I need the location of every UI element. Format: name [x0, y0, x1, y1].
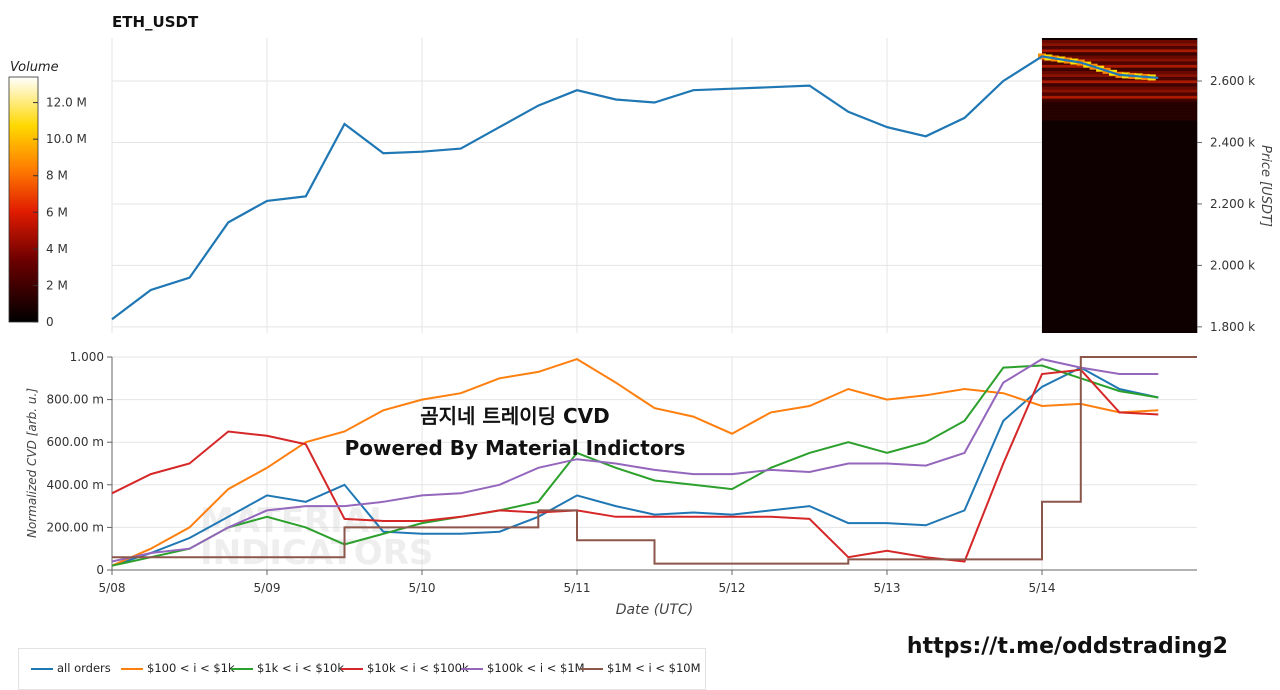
price-plot-area	[112, 38, 1197, 333]
legend-label: $100 < i < $1k	[147, 661, 235, 675]
legend-item[interactable]: $10k < i < $100k	[341, 661, 469, 675]
colorbar-tick-label: 10.0 M	[46, 132, 87, 146]
cvd-series-line	[111, 368, 1159, 563]
legend-item[interactable]: $1M < i < $10M	[581, 661, 701, 675]
cvd-series-line	[111, 366, 1159, 567]
cvd-x-tick-label: 5/13	[874, 581, 901, 595]
legend-item[interactable]: $100k < i < $1M	[461, 661, 585, 675]
cvd-x-tick-label: 5/12	[719, 581, 746, 595]
cvd-series-line	[111, 358, 1159, 567]
legend-swatch	[121, 667, 143, 670]
cvd-series-line	[112, 356, 1197, 565]
colorbar-tick-label: 4 M	[46, 242, 68, 256]
legend-swatch	[231, 667, 253, 670]
price-series-line	[111, 55, 1159, 321]
watermark-line: INDICATORS	[200, 533, 433, 573]
volume-heatmap-band	[1042, 108, 1197, 112]
price-tick-label: 2.000 k	[1210, 258, 1255, 272]
overlay-subtitle: Powered By Material Indictors	[344, 436, 686, 460]
chart-legend: all orders $100 < i < $1k $1k < i < $10k $1…	[18, 648, 706, 690]
volume-heatmap-band	[1042, 43, 1197, 47]
legend-swatch	[581, 667, 603, 670]
volume-heatmap-band	[1042, 40, 1197, 43]
cvd-series-line	[111, 358, 1159, 563]
legend-item[interactable]: all orders	[31, 661, 111, 675]
volume-heatmap-band	[1042, 117, 1197, 121]
volume-heatmap-band	[1042, 98, 1197, 102]
colorbar-tick-label: 0	[46, 315, 54, 329]
cvd-y-tick-label: 600.00 m	[47, 435, 105, 449]
volume-heatmap-band	[1042, 114, 1197, 118]
cvd-y-tick-label: 200.00 m	[47, 520, 105, 534]
volume-heatmap-band	[1042, 95, 1197, 99]
cvd-y-tick-label: 1.000	[70, 350, 104, 364]
volume-heatmap-band	[1042, 92, 1197, 96]
volume-heatmap-band	[1042, 77, 1197, 81]
price-tick-label: 2.600 k	[1210, 74, 1255, 88]
volume-heatmap-band	[1042, 89, 1197, 93]
cvd-series-line	[111, 364, 1159, 567]
legend-item[interactable]: $100 < i < $1k	[121, 661, 235, 675]
volume-heatmap-band	[1042, 67, 1197, 71]
cvd-x-tick-label: 5/11	[564, 581, 591, 595]
volume-heatmap-band	[1042, 111, 1197, 115]
legend-label: $1M < i < $10M	[607, 661, 701, 675]
price-panel: 1.800 k 2.000 k 2.200 k 2.400 k 2.600 k ETH_U…	[111, 13, 1273, 334]
volume-heatmap-band	[1042, 102, 1197, 105]
volume-heatmap-band	[1042, 49, 1197, 53]
cvd-x-tick-label: 5/10	[409, 581, 436, 595]
material-indicators-watermark: MATERIAL INDICATORS	[200, 501, 433, 573]
volume-heatmap-band	[1042, 80, 1197, 84]
colorbar-tick-label: 6 M	[46, 205, 68, 219]
overlay-title: 곰지네 트레이딩 CVD	[420, 404, 610, 428]
colorbar-title: Volume	[10, 60, 59, 75]
colorbar-tick-label: 12.0 M	[46, 96, 87, 110]
price-tick-label: 2.400 k	[1210, 135, 1255, 149]
legend-label: $100k < i < $1M	[487, 661, 585, 675]
cvd-panel: 5/08 5/09 5/10 5/11 5/12 5/13 5/14 0 200.00 m 400…	[25, 350, 1197, 618]
cvd-y-tick-label: 400.00 m	[47, 478, 105, 492]
price-tick-label: 1.800 k	[1210, 320, 1255, 334]
colorbar-strip	[8, 76, 39, 323]
volume-heatmap-band	[1042, 105, 1197, 109]
legend-label: $1k < i < $10k	[257, 661, 344, 675]
volume-heatmap-band	[1042, 64, 1197, 68]
legend-swatch	[461, 667, 483, 670]
cvd-x-tick-label: 5/09	[254, 581, 281, 595]
volume-heatmap-band	[1042, 61, 1197, 65]
colorbar-tick-label: 2 M	[46, 278, 68, 292]
volume-heatmap-band	[1042, 86, 1197, 90]
cvd-x-axis-label: Date (UTC)	[616, 602, 693, 618]
cvd-x-tick-label: 5/08	[99, 581, 126, 595]
price-axis-label: Price [USDT]	[1258, 145, 1273, 227]
volume-heatmap-band	[1042, 55, 1197, 59]
volume-heatmap-band	[1042, 46, 1197, 50]
price-chart-title: ETH_USDT	[112, 13, 199, 31]
volume-heatmap-band	[1042, 83, 1197, 87]
legend-label: $10k < i < $100k	[367, 661, 469, 675]
cvd-plot-area	[112, 357, 1197, 570]
cvd-y-axis-label: Normalized CVD [arb. u.]	[25, 388, 39, 538]
cvd-y-tick-label: 0	[96, 563, 104, 577]
volume-heatmap-band	[1042, 58, 1197, 62]
legend-swatch	[31, 667, 53, 670]
cvd-y-tick-label: 800.00 m	[47, 393, 105, 407]
legend-label: all orders	[57, 661, 111, 675]
cvd-x-tick-label: 5/14	[1029, 581, 1056, 595]
volume-colorbar: Volume 0 2 M 4 M 6 M 8 M 10.0 M 12.0 M	[8, 60, 87, 329]
colorbar-tick-label: 8 M	[46, 169, 68, 183]
price-tick-label: 2.200 k	[1210, 197, 1255, 211]
legend-item[interactable]: $1k < i < $10k	[231, 661, 344, 675]
volume-heatmap-band	[1042, 52, 1197, 56]
legend-swatch	[341, 667, 363, 670]
telegram-url[interactable]: https://t.me/oddstrading2	[906, 634, 1228, 659]
